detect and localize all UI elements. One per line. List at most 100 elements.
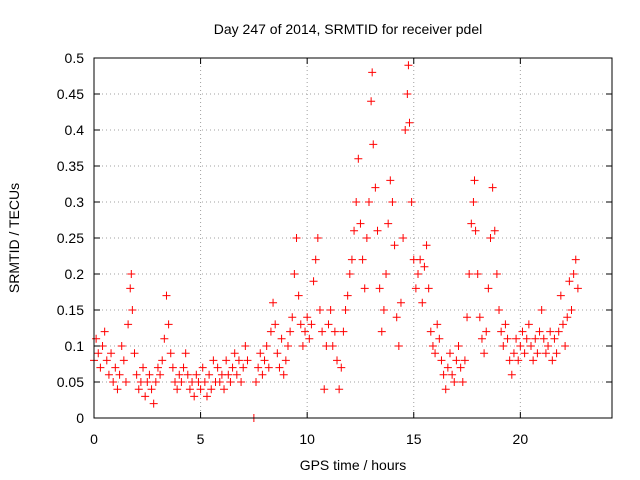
data-point <box>92 334 101 343</box>
data-point <box>375 284 384 293</box>
data-point <box>241 342 250 350</box>
x-tick-label: 5 <box>197 431 205 447</box>
y-tick-label: 0.1 <box>65 338 85 354</box>
data-point <box>362 234 371 242</box>
data-point <box>128 306 137 314</box>
data-point <box>358 255 367 264</box>
x-tick-label: 15 <box>406 431 422 447</box>
data-point <box>313 234 322 242</box>
data-point <box>179 363 188 372</box>
data-point <box>149 399 158 408</box>
data-point <box>367 97 376 106</box>
data-point <box>347 255 356 264</box>
data-point <box>130 349 139 358</box>
data-point <box>281 356 290 365</box>
data-point <box>290 270 299 278</box>
data-point <box>286 327 295 336</box>
data-point <box>471 226 480 235</box>
data-point <box>507 370 516 379</box>
data-point <box>335 385 344 394</box>
data-point <box>352 198 361 206</box>
data-point <box>422 241 431 250</box>
data-point <box>271 320 280 329</box>
grid-layer <box>94 58 612 418</box>
y-axis-title: SRMTID / TECUs <box>6 183 22 293</box>
data-point <box>117 342 126 350</box>
data-point <box>537 306 546 314</box>
data-point <box>94 349 103 358</box>
data-point <box>275 363 284 372</box>
data-point <box>458 378 467 386</box>
data-point <box>196 385 205 394</box>
data-point <box>192 370 201 379</box>
data-point <box>260 356 269 365</box>
data-point <box>228 363 237 372</box>
data-point <box>298 342 307 350</box>
data-point <box>162 291 171 300</box>
data-point <box>266 327 275 336</box>
data-point <box>183 370 192 379</box>
data-point <box>341 306 350 314</box>
data-point <box>480 349 489 358</box>
data-point <box>202 392 211 401</box>
data-point <box>230 349 239 358</box>
data-point <box>505 356 514 365</box>
data-point <box>200 378 209 386</box>
data-point <box>113 385 122 394</box>
data-point <box>539 334 548 343</box>
data-point <box>567 306 576 314</box>
data-point <box>535 327 544 336</box>
data-point <box>518 327 527 336</box>
data-point <box>124 320 133 329</box>
data-point <box>156 370 165 379</box>
data-point <box>232 370 241 379</box>
data-point <box>254 363 263 372</box>
data-point <box>437 356 446 365</box>
data-point <box>205 370 214 379</box>
data-point <box>392 313 401 322</box>
data-point <box>273 349 282 358</box>
data-point <box>531 334 540 343</box>
data-point <box>435 334 444 343</box>
data-point <box>337 363 346 372</box>
data-point <box>394 342 403 350</box>
data-point <box>420 262 429 271</box>
data-point <box>470 176 479 185</box>
data-point <box>224 370 233 379</box>
data-point <box>345 270 354 278</box>
data-point <box>369 140 378 149</box>
data-point <box>533 349 542 358</box>
data-point <box>364 198 373 206</box>
data-point <box>488 183 497 192</box>
data-point <box>482 327 491 336</box>
data-point <box>115 370 124 379</box>
data-point <box>503 334 512 343</box>
data-point <box>469 198 478 206</box>
data-point <box>111 363 120 372</box>
data-point <box>371 183 380 192</box>
y-tick-labels: 0 0.05 0.1 0.15 0.2 0.25 0.3 0.35 0.4 0.45 0.5 <box>57 50 84 426</box>
y-tick-label: 0.35 <box>57 158 84 174</box>
data-point <box>339 327 348 336</box>
data-point <box>343 291 352 300</box>
data-point <box>166 349 175 358</box>
data-point <box>443 363 452 372</box>
data-point <box>168 363 177 372</box>
data-point <box>158 356 167 365</box>
data-point <box>303 313 312 322</box>
data-point <box>399 234 408 242</box>
data-point <box>529 356 538 365</box>
data-point <box>215 378 224 386</box>
data-point <box>160 334 169 343</box>
data-point <box>296 320 305 329</box>
data-point <box>450 378 459 386</box>
data-point <box>571 255 580 264</box>
data-point <box>164 320 173 329</box>
data-point <box>234 356 243 365</box>
data-point <box>177 378 186 386</box>
x-tick-labels: 0 5 10 15 20 <box>90 431 528 447</box>
data-point <box>320 385 329 394</box>
data-point <box>573 284 582 293</box>
data-point <box>226 378 235 386</box>
y-tick-label: 0.3 <box>65 194 85 210</box>
